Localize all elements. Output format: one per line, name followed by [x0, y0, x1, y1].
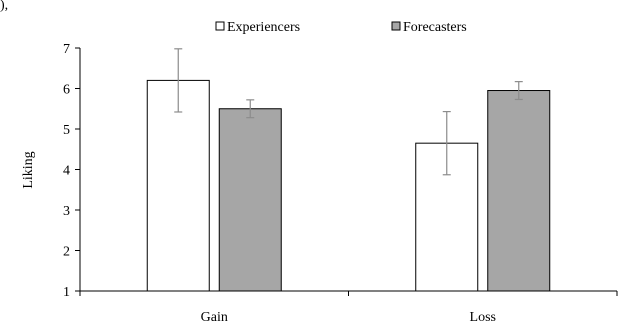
- error-bars: [174, 48, 523, 176]
- y-tick-label: 2: [63, 245, 70, 260]
- y-tick-label: 7: [63, 42, 70, 57]
- caption-fragment: ),: [0, 0, 9, 13]
- bar: [146, 79, 210, 292]
- bars: [146, 79, 551, 292]
- legend-swatch: [215, 21, 225, 31]
- y-tick-label: 4: [63, 164, 70, 179]
- legend: Experiencers Forecasters: [215, 20, 467, 35]
- bar: [218, 108, 282, 292]
- y-tick-label: 6: [63, 83, 70, 98]
- legend-label: Forecasters: [403, 20, 467, 35]
- y-axis-title: Liking: [21, 151, 36, 188]
- legend-swatch: [391, 21, 401, 31]
- bar: [487, 90, 551, 292]
- y-tick-label: 3: [63, 204, 70, 219]
- legend-label: Experiencers: [227, 20, 300, 35]
- x-axis: Gain Loss: [79, 290, 618, 325]
- x-tick-label: Loss: [470, 310, 496, 325]
- x-tick-label: Gain: [201, 310, 228, 325]
- y-tick-label: 1: [63, 285, 70, 300]
- y-axis: 1 2 3 4 5 6 7: [63, 42, 81, 300]
- y-tick-label: 5: [63, 123, 70, 138]
